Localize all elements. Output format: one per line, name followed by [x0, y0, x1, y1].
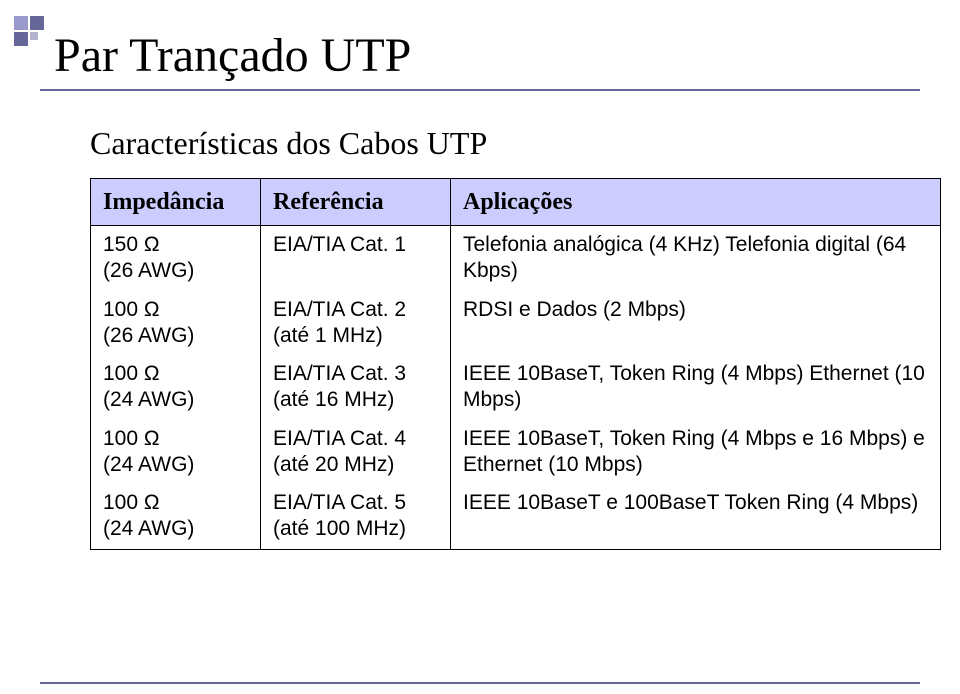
table-row: 100 Ω (24 AWG) EIA/TIA Cat. 3 (até 16 MH…: [91, 355, 941, 420]
impedance-value: 100 Ω: [103, 361, 250, 387]
awg-value: (26 AWG): [103, 323, 250, 349]
cell-reference: EIA/TIA Cat. 4 (até 20 MHz): [261, 420, 451, 485]
reference-value: EIA/TIA Cat. 3: [273, 362, 406, 385]
col-header-application: Aplicações: [451, 179, 941, 226]
cell-reference: EIA/TIA Cat. 3 (até 16 MHz): [261, 355, 451, 420]
awg-value: (24 AWG): [103, 516, 250, 542]
table-header-row: Impedância Referência Aplicações: [91, 179, 941, 226]
awg-value: (26 AWG): [103, 258, 250, 284]
slide: Par Trançado UTP Características dos Cab…: [0, 0, 960, 694]
table-row: 100 Ω (24 AWG) EIA/TIA Cat. 4 (até 20 MH…: [91, 420, 941, 485]
reference-value: EIA/TIA Cat. 4: [273, 427, 406, 450]
cell-impedance: 100 Ω (24 AWG): [91, 420, 261, 485]
cell-application: RDSI e Dados (2 Mbps): [451, 291, 941, 356]
cell-reference: EIA/TIA Cat. 5 (até 100 MHz): [261, 484, 451, 549]
footer-rule: [40, 682, 920, 684]
title-underline: [40, 89, 920, 91]
cell-impedance: 100 Ω (26 AWG): [91, 291, 261, 356]
awg-value: (24 AWG): [103, 452, 250, 478]
reference-sub: (até 1 MHz): [273, 323, 440, 349]
reference-sub: (até 20 MHz): [273, 452, 440, 478]
corner-decoration-icon: [0, 0, 50, 60]
cell-application: IEEE 10BaseT e 100BaseT Token Ring (4 Mb…: [451, 484, 941, 549]
cell-impedance: 150 Ω (26 AWG): [91, 226, 261, 291]
table-row: 100 Ω (26 AWG) EIA/TIA Cat. 2 (até 1 MHz…: [91, 291, 941, 356]
cell-application: IEEE 10BaseT, Token Ring (4 Mbps e 16 Mb…: [451, 420, 941, 485]
col-header-impedance: Impedância: [91, 179, 261, 226]
impedance-value: 100 Ω: [103, 490, 250, 516]
impedance-value: 150 Ω: [103, 232, 250, 258]
awg-value: (24 AWG): [103, 387, 250, 413]
cell-reference: EIA/TIA Cat. 2 (até 1 MHz): [261, 291, 451, 356]
reference-value: EIA/TIA Cat. 5: [273, 491, 406, 514]
impedance-value: 100 Ω: [103, 426, 250, 452]
utp-characteristics-table: Impedância Referência Aplicações 150 Ω (…: [90, 178, 941, 550]
reference-value: EIA/TIA Cat. 2: [273, 298, 406, 321]
cell-impedance: 100 Ω (24 AWG): [91, 355, 261, 420]
cell-reference: EIA/TIA Cat. 1: [261, 226, 451, 291]
reference-sub: (até 16 MHz): [273, 387, 440, 413]
reference-sub: (até 100 MHz): [273, 516, 440, 542]
cell-application: Telefonia analógica (4 KHz) Telefonia di…: [451, 226, 941, 291]
col-header-reference: Referência: [261, 179, 451, 226]
cell-impedance: 100 Ω (24 AWG): [91, 484, 261, 549]
cell-application: IEEE 10BaseT, Token Ring (4 Mbps) Ethern…: [451, 355, 941, 420]
table-row: 150 Ω (26 AWG) EIA/TIA Cat. 1 Telefonia …: [91, 226, 941, 291]
reference-value: EIA/TIA Cat. 1: [273, 233, 406, 256]
impedance-value: 100 Ω: [103, 297, 250, 323]
slide-subtitle: Características dos Cabos UTP: [90, 125, 920, 162]
slide-title: Par Trançado UTP: [54, 28, 920, 83]
table-row: 100 Ω (24 AWG) EIA/TIA Cat. 5 (até 100 M…: [91, 484, 941, 549]
